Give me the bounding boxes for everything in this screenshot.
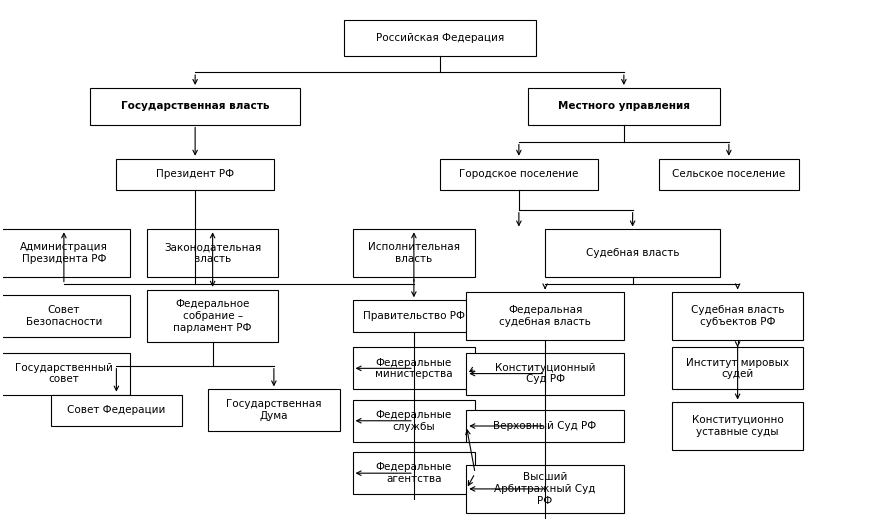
Text: Городское поселение: Городское поселение bbox=[458, 169, 578, 179]
FancyBboxPatch shape bbox=[0, 229, 129, 277]
Text: Верховный Суд РФ: Верховный Суд РФ bbox=[493, 421, 596, 431]
Text: Судебная власть: Судебная власть bbox=[586, 248, 679, 258]
FancyBboxPatch shape bbox=[147, 290, 278, 342]
Text: Институт мировых
судей: Институт мировых судей bbox=[686, 357, 788, 379]
Text: Исполнительная
власть: Исполнительная власть bbox=[368, 242, 459, 264]
FancyBboxPatch shape bbox=[208, 389, 339, 431]
Text: Федеральная
судебная власть: Федеральная судебная власть bbox=[499, 305, 590, 327]
Text: Государственная власть: Государственная власть bbox=[121, 101, 269, 111]
FancyBboxPatch shape bbox=[466, 292, 623, 339]
FancyBboxPatch shape bbox=[90, 88, 299, 124]
FancyBboxPatch shape bbox=[671, 403, 802, 450]
FancyBboxPatch shape bbox=[116, 159, 274, 190]
FancyBboxPatch shape bbox=[352, 452, 475, 494]
Text: Местного управления: Местного управления bbox=[558, 101, 689, 111]
FancyBboxPatch shape bbox=[440, 159, 597, 190]
Text: Российская Федерация: Российская Федерация bbox=[376, 33, 504, 43]
FancyBboxPatch shape bbox=[147, 229, 278, 277]
Text: Законодательная
власть: Законодательная власть bbox=[164, 242, 261, 264]
FancyBboxPatch shape bbox=[51, 395, 182, 426]
FancyBboxPatch shape bbox=[671, 347, 802, 389]
Text: Сельское поселение: Сельское поселение bbox=[672, 169, 785, 179]
FancyBboxPatch shape bbox=[527, 88, 719, 124]
Text: Конституционно
уставные суды: Конституционно уставные суды bbox=[691, 415, 782, 437]
FancyBboxPatch shape bbox=[352, 347, 475, 389]
FancyBboxPatch shape bbox=[0, 295, 129, 337]
Text: Президент РФ: Президент РФ bbox=[156, 169, 234, 179]
FancyBboxPatch shape bbox=[0, 353, 129, 395]
Text: Совет Федерации: Совет Федерации bbox=[67, 405, 165, 415]
FancyBboxPatch shape bbox=[658, 159, 798, 190]
Text: Судебная власть
субъектов РФ: Судебная власть субъектов РФ bbox=[690, 305, 783, 327]
FancyBboxPatch shape bbox=[352, 229, 475, 277]
Text: Совет
Безопасности: Совет Безопасности bbox=[25, 305, 102, 327]
Text: Государственная
Дума: Государственная Дума bbox=[226, 399, 321, 421]
Text: Федеральные
министерства: Федеральные министерства bbox=[375, 357, 452, 379]
Text: Высший
Арбитражный Суд
РФ: Высший Арбитражный Суд РФ bbox=[493, 472, 595, 505]
Text: Федеральное
собрание –
парламент РФ: Федеральное собрание – парламент РФ bbox=[173, 299, 252, 333]
Text: Администрация
Президента РФ: Администрация Президента РФ bbox=[20, 242, 108, 264]
FancyBboxPatch shape bbox=[352, 300, 475, 331]
FancyBboxPatch shape bbox=[466, 353, 623, 395]
FancyBboxPatch shape bbox=[671, 292, 802, 339]
Text: Правительство РФ: Правительство РФ bbox=[363, 311, 464, 321]
FancyBboxPatch shape bbox=[544, 229, 719, 277]
FancyBboxPatch shape bbox=[352, 400, 475, 442]
FancyBboxPatch shape bbox=[466, 411, 623, 442]
Text: Федеральные
агентства: Федеральные агентства bbox=[375, 462, 451, 484]
Text: Федеральные
службы: Федеральные службы bbox=[375, 410, 451, 432]
FancyBboxPatch shape bbox=[343, 19, 536, 56]
FancyBboxPatch shape bbox=[466, 465, 623, 512]
Text: Государственный
совет: Государственный совет bbox=[15, 363, 112, 384]
Text: Конституционный
Суд РФ: Конституционный Суд РФ bbox=[494, 363, 594, 384]
